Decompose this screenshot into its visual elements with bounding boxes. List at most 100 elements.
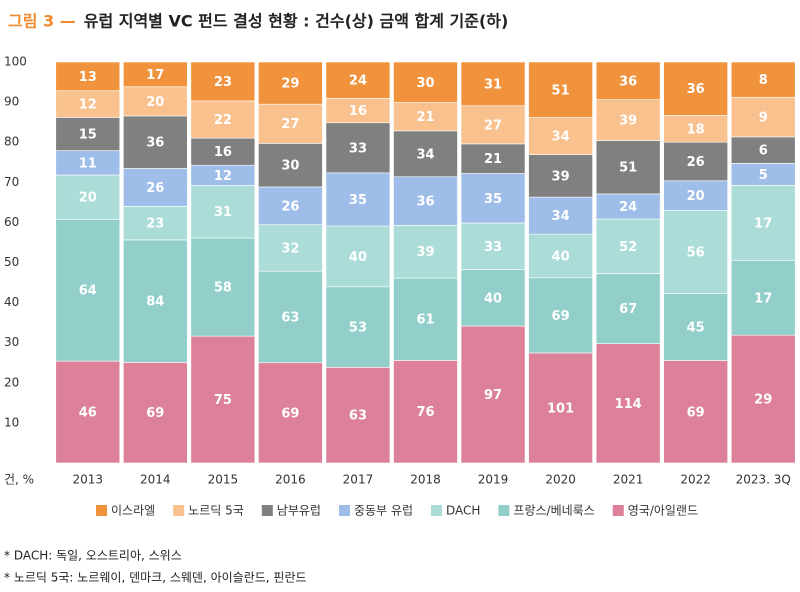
- legend-swatch: [338, 505, 350, 516]
- bar-segment: [393, 360, 458, 464]
- data-label: 84: [146, 295, 164, 310]
- legend-label: 남부유럽: [277, 504, 321, 518]
- legend-swatch: [96, 505, 107, 516]
- bar-segment: [595, 343, 661, 464]
- bar-segment: [730, 334, 796, 464]
- bar-segment: [460, 269, 526, 327]
- bar-segment: [393, 61, 458, 103]
- x-tick-label: 2016: [275, 473, 306, 487]
- legend-label: 프랑스/베네룩스: [513, 504, 594, 518]
- data-label: 9: [759, 111, 768, 126]
- x-tick-label: 2021: [613, 473, 644, 487]
- bar-segment: [528, 61, 593, 118]
- legend-swatch: [173, 505, 185, 516]
- data-label: 17: [754, 216, 772, 231]
- bar-segment: [258, 224, 323, 272]
- bar-segment: [190, 61, 256, 102]
- bar-segment: [123, 86, 188, 117]
- data-label: 26: [146, 181, 164, 196]
- data-label: 61: [416, 313, 434, 328]
- data-label: 56: [687, 246, 705, 261]
- data-label: 32: [281, 241, 299, 256]
- data-label: 36: [687, 82, 705, 97]
- data-label: 6: [759, 144, 768, 159]
- y-tick-label: 30: [4, 335, 19, 349]
- data-label: 76: [416, 405, 434, 420]
- data-label: 75: [214, 393, 232, 408]
- x-tick-label: 2013: [72, 473, 103, 487]
- bar-segment: [123, 239, 188, 363]
- data-label: 8: [759, 73, 768, 88]
- data-label: 20: [146, 95, 164, 110]
- legend-label: 영국/아일랜드: [628, 504, 698, 518]
- bar-segment: [595, 99, 661, 141]
- data-label: 63: [281, 310, 299, 325]
- data-label: 39: [619, 114, 637, 129]
- bar-segment: [55, 61, 121, 92]
- bar-segment: [123, 168, 188, 207]
- data-label: 23: [146, 217, 164, 232]
- bar-segment: [528, 117, 593, 155]
- bar-segment: [730, 259, 796, 336]
- data-label: 45: [687, 321, 705, 336]
- data-label: 21: [484, 152, 502, 167]
- data-label: 97: [484, 388, 502, 403]
- footnote: * 노르딕 5국: 노르웨이, 덴마크, 스웨덴, 아이슬란드, 핀란드: [4, 571, 307, 585]
- bar-segment: [460, 222, 526, 270]
- data-label: 69: [552, 309, 570, 324]
- legend-label: 노르딕 5국: [188, 504, 244, 518]
- bar-segment: [460, 325, 526, 464]
- data-label: 17: [146, 68, 164, 83]
- data-label: 35: [349, 193, 367, 208]
- data-label: 40: [349, 250, 367, 265]
- data-label: 35: [484, 192, 502, 207]
- data-label: 40: [552, 249, 570, 264]
- data-label: 33: [484, 240, 502, 255]
- x-tick-label: 2014: [140, 473, 171, 487]
- data-label: 24: [349, 74, 367, 89]
- bar-segment: [190, 100, 256, 139]
- bar-segment: [595, 61, 661, 100]
- bar-segment: [55, 90, 121, 118]
- legend-swatch: [498, 505, 510, 516]
- data-label: 20: [687, 189, 705, 204]
- bar-segment: [123, 61, 188, 88]
- bar-segment: [325, 122, 391, 174]
- data-label: 46: [79, 406, 97, 421]
- bar-segment: [190, 185, 256, 239]
- data-label: 101: [547, 401, 574, 416]
- data-label: 58: [214, 281, 232, 296]
- bar-segment: [595, 193, 661, 220]
- bar-segment: [258, 61, 323, 105]
- data-label: 26: [281, 199, 299, 214]
- bar-segment: [325, 367, 391, 464]
- data-label: 36: [146, 136, 164, 151]
- y-tick-label: 40: [4, 295, 19, 309]
- y-tick-label: 50: [4, 255, 19, 269]
- legend-swatch: [612, 505, 624, 516]
- data-label: 51: [552, 83, 570, 98]
- bar-segment: [460, 105, 526, 145]
- bar-segment: [325, 61, 391, 99]
- bar-segment: [190, 137, 256, 166]
- bar-segment: [258, 270, 323, 364]
- bar-segment: [460, 61, 526, 107]
- legend-swatch: [430, 505, 442, 516]
- data-label: 51: [619, 161, 637, 176]
- data-label: 17: [754, 291, 772, 306]
- data-label: 23: [214, 75, 232, 90]
- data-label: 39: [552, 169, 570, 184]
- x-tick-label: 2018: [410, 473, 441, 487]
- data-label: 39: [416, 245, 434, 260]
- bar-segment: [528, 233, 593, 279]
- data-label: 13: [79, 70, 97, 85]
- bar-segment: [325, 172, 391, 227]
- footnote: * DACH: 독일, 오스트리아, 스위스: [4, 549, 182, 563]
- data-label: 18: [687, 122, 705, 137]
- y-tick-label: 10: [4, 415, 19, 429]
- data-label: 12: [79, 98, 97, 113]
- bar-segment: [123, 206, 188, 241]
- bar-segment: [528, 277, 593, 354]
- data-label: 31: [214, 205, 232, 220]
